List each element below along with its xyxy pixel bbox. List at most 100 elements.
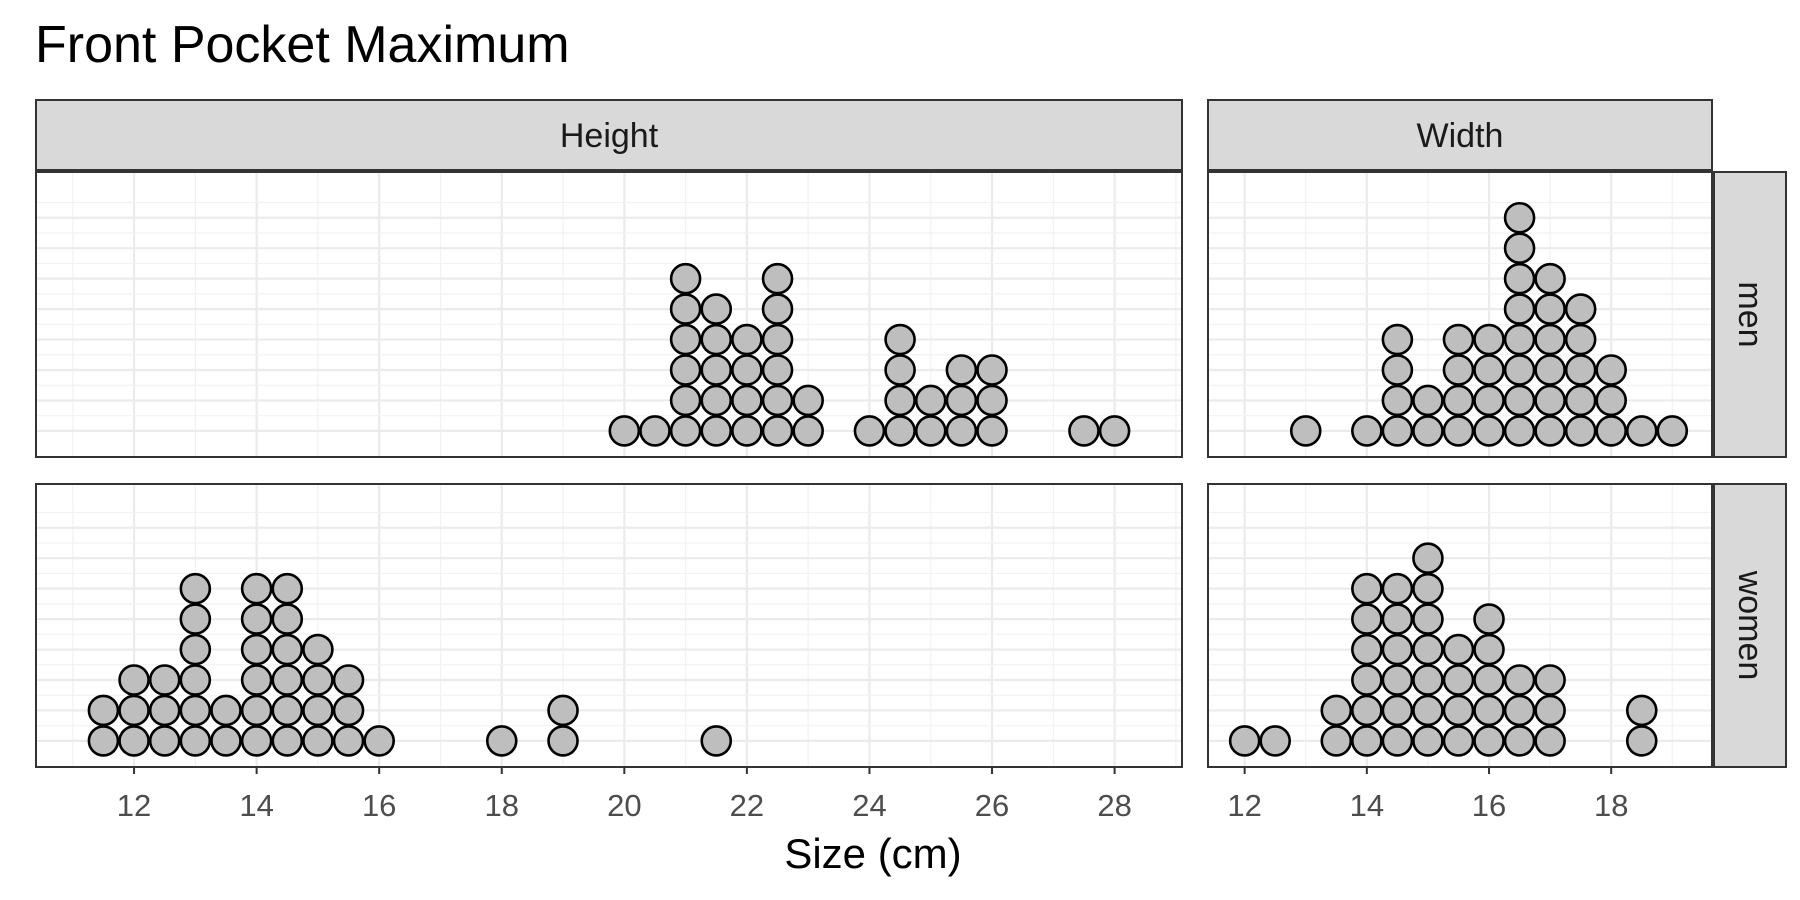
dot-width-men: [1351, 415, 1383, 447]
dot-height-women: [547, 694, 579, 727]
dot-height-women: [87, 694, 120, 727]
x-axis-title: Size (cm): [784, 830, 961, 877]
dot-width-men: [1503, 262, 1536, 295]
dot-height-men: [700, 415, 733, 447]
dot-width-women: [1351, 603, 1383, 635]
dot-width-men: [1412, 415, 1444, 447]
x-tick-label: 28: [1097, 788, 1131, 823]
dot-height-men: [608, 415, 641, 447]
dot-width-men: [1442, 354, 1475, 386]
dot-width-women: [1351, 725, 1383, 757]
dot-height-men: [884, 354, 916, 386]
panel-border-width-men: [1207, 171, 1713, 458]
dot-height-women: [332, 725, 365, 757]
dot-width-men: [1473, 323, 1505, 356]
dot-height-women: [271, 603, 304, 635]
dot-height-men: [700, 293, 733, 325]
dot-width-women: [1412, 542, 1444, 575]
dot-height-women: [547, 725, 579, 757]
dot-width-women: [1320, 694, 1353, 727]
strip-width: [1207, 99, 1713, 171]
dot-height-men: [669, 354, 702, 386]
dot-height-men: [914, 415, 947, 447]
dot-height-men: [853, 415, 886, 447]
x-tick-label: 24: [852, 788, 886, 823]
dot-height-women: [240, 603, 273, 635]
dot-width-women: [1381, 633, 1414, 666]
dot-width-men: [1503, 323, 1536, 356]
panel-border-width-women: [1207, 483, 1713, 768]
dot-height-women: [148, 694, 181, 727]
dot-width-men: [1534, 384, 1566, 417]
dot-height-women: [240, 725, 273, 757]
dot-width-men: [1289, 415, 1322, 447]
dot-width-women: [1259, 725, 1291, 757]
dot-width-women: [1442, 725, 1475, 757]
dot-height-women: [179, 633, 212, 666]
dot-height-women: [271, 694, 304, 727]
dot-height-men: [976, 354, 1008, 386]
panel-border-height-women: [35, 483, 1183, 768]
dot-height-women: [332, 694, 365, 727]
dot-width-men: [1564, 323, 1597, 356]
dot-width-men: [1656, 415, 1689, 447]
dot-width-women: [1381, 664, 1414, 696]
x-tick-label: 12: [117, 788, 151, 823]
dot-height-men: [976, 415, 1008, 447]
dot-height-men: [945, 384, 978, 417]
dot-height-women: [240, 694, 273, 727]
x-ticks-layer: 12 14 16 18 20 22 24 26 28 12 14 16 18: [117, 767, 1628, 823]
dot-height-men: [761, 323, 794, 356]
x-tick-label: 14: [239, 788, 273, 823]
dot-height-women: [271, 664, 304, 696]
frame-layer: [35, 171, 1713, 768]
dot-width-women: [1412, 694, 1444, 727]
dot-height-women: [179, 603, 212, 635]
dot-height-women: [148, 664, 181, 696]
dot-height-women: [179, 664, 212, 696]
dot-width-men: [1503, 232, 1536, 264]
dot-width-men: [1442, 415, 1475, 447]
strip-label-height: Height: [560, 117, 659, 155]
dot-width-women: [1534, 694, 1566, 727]
dot-width-men: [1534, 323, 1566, 356]
dot-width-women: [1351, 633, 1383, 666]
dot-height-women: [210, 694, 242, 727]
dot-width-men: [1473, 354, 1505, 386]
dot-height-men: [731, 415, 763, 447]
dot-width-men: [1442, 384, 1475, 417]
dot-width-women: [1473, 694, 1505, 727]
dot-height-men: [914, 384, 947, 417]
dot-height-men: [639, 415, 671, 447]
dot-width-women: [1351, 694, 1383, 727]
dot-width-men: [1381, 323, 1414, 356]
x-tick-label: 18: [485, 788, 519, 823]
dot-width-women: [1381, 603, 1414, 635]
x-tick-label: 16: [362, 788, 396, 823]
dot-width-women: [1412, 664, 1444, 696]
dot-width-men: [1473, 384, 1505, 417]
dot-height-men: [945, 354, 978, 386]
dot-height-women: [118, 694, 150, 727]
dot-width-men: [1534, 262, 1566, 295]
dot-width-women: [1442, 633, 1475, 666]
dot-width-women: [1503, 664, 1536, 696]
dot-width-women: [1381, 725, 1414, 757]
dot-height-women: [271, 572, 304, 605]
dot-width-women: [1412, 725, 1444, 757]
dot-width-women: [1503, 694, 1536, 727]
dots-layer: [87, 201, 1689, 757]
dot-height-women: [179, 694, 212, 727]
dot-width-women: [1412, 633, 1444, 666]
dot-height-men: [1098, 415, 1131, 447]
dot-height-men: [700, 323, 733, 356]
dot-height-women: [302, 725, 334, 757]
dot-height-men: [761, 384, 794, 417]
dot-width-men: [1564, 384, 1597, 417]
dot-height-women: [363, 725, 395, 757]
dot-width-women: [1381, 572, 1414, 605]
strip-height: [35, 99, 1183, 171]
dot-width-men: [1503, 415, 1536, 447]
chart-title: Front Pocket Maximum: [35, 16, 570, 74]
